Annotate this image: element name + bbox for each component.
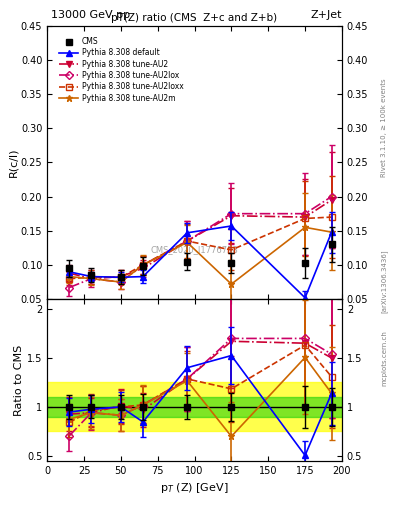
Y-axis label: R(c/l): R(c/l) [8, 147, 18, 177]
Y-axis label: Ratio to CMS: Ratio to CMS [14, 345, 24, 416]
Bar [47, 397, 342, 417]
Bar [47, 382, 342, 432]
Text: CMS_2020_I1776758: CMS_2020_I1776758 [151, 245, 239, 254]
Text: [arXiv:1306.3436]: [arXiv:1306.3436] [380, 250, 387, 313]
Text: mcplots.cern.ch: mcplots.cern.ch [381, 330, 387, 387]
Legend: CMS, Pythia 8.308 default, Pythia 8.308 tune-AU2, Pythia 8.308 tune-AU2lox, Pyth: CMS, Pythia 8.308 default, Pythia 8.308 … [57, 35, 186, 105]
X-axis label: p$_T$ (Z) [GeV]: p$_T$ (Z) [GeV] [160, 481, 229, 495]
Title: pT(Z) ratio (CMS  Z+c and Z+b): pT(Z) ratio (CMS Z+c and Z+b) [112, 13, 277, 24]
Text: Z+Jet: Z+Jet [310, 10, 342, 20]
Text: Rivet 3.1.10, ≥ 100k events: Rivet 3.1.10, ≥ 100k events [381, 79, 387, 177]
Text: 13000 GeV pp: 13000 GeV pp [51, 10, 130, 20]
